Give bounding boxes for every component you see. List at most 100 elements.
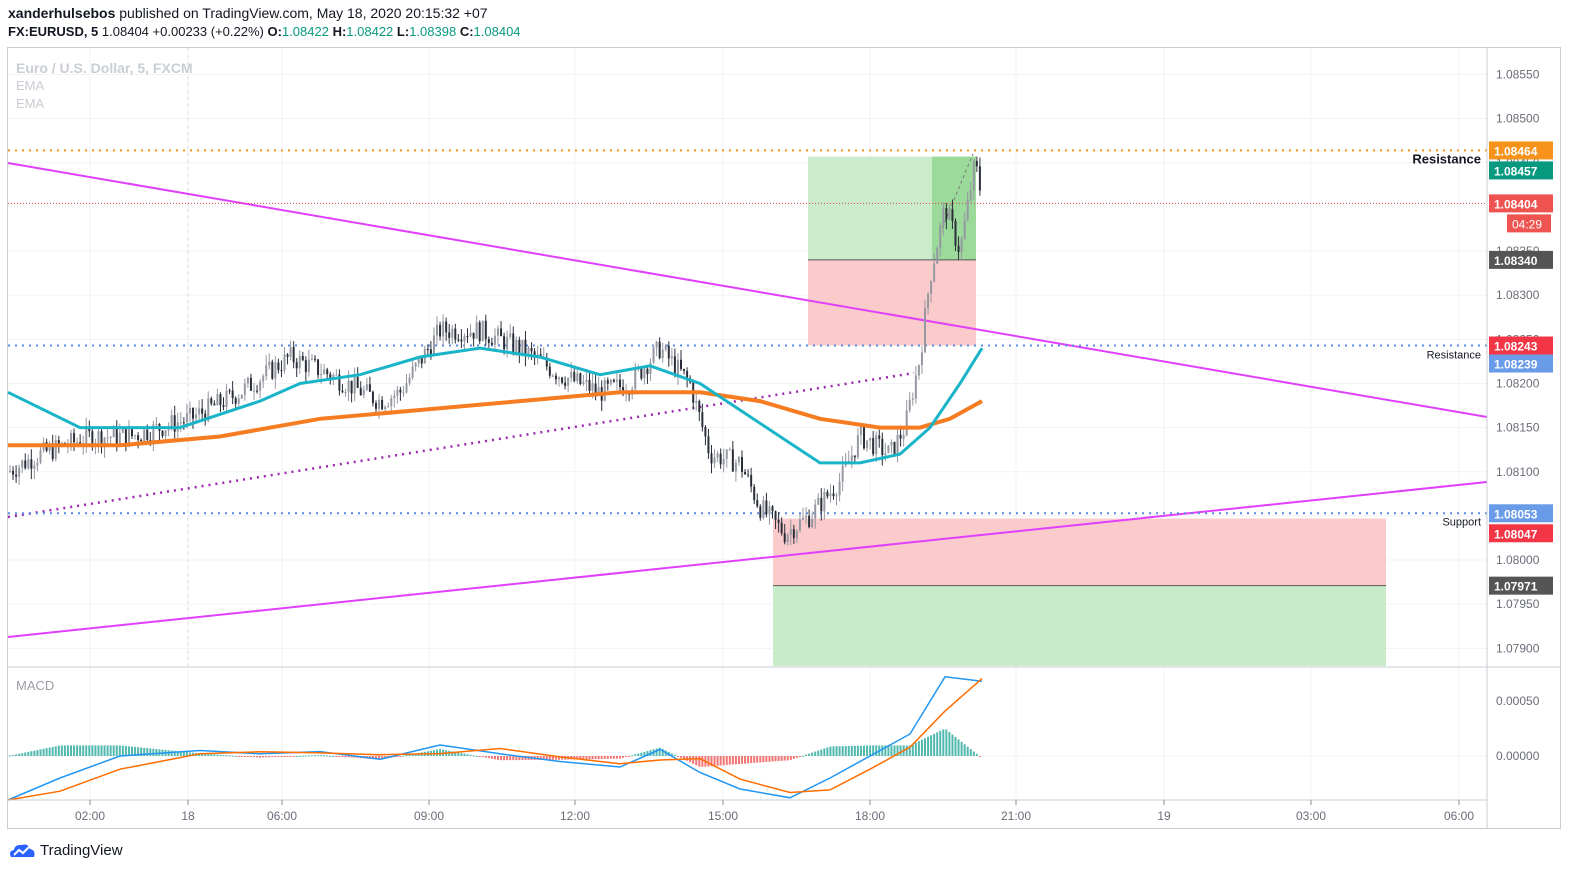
trendlines [7,162,1488,638]
macd-histogram-bar [975,753,978,756]
candle-body [320,374,323,376]
macd-histogram-bar [969,749,972,756]
candle-body [640,367,643,379]
macd-histogram-bar [457,752,460,756]
macd-histogram-bar [783,756,786,761]
macd-histogram-bar [332,755,335,757]
candle-body [106,437,109,439]
price-label: 1.08053 [1494,507,1538,521]
macd-histogram-bar [789,756,792,760]
macd-histogram-bar [744,756,747,764]
macd-histogram-bar [286,756,289,757]
candle-body [140,440,143,442]
candle-body [786,534,789,543]
macd-histogram-bar [121,745,124,756]
candle-body [97,431,100,443]
macd-histogram-bar [942,729,945,756]
macd-histogram-bar [134,746,137,756]
candle-body [924,308,926,353]
candle-body [802,517,804,520]
candle-body [88,427,91,432]
candle-body [789,529,792,535]
x-tick-label: 02:00 [75,809,105,823]
candle-body [808,515,811,527]
candle-body [329,374,332,380]
macd-histogram-bar [893,745,896,756]
candle-body [12,470,15,475]
macd-histogram-bar [307,755,310,757]
candle-body [249,377,252,391]
macd-histogram-bar [155,749,158,756]
candle-body [875,435,878,455]
macd-histogram-bar [716,756,719,766]
candle-body [112,427,115,438]
price-label: 1.08047 [1494,527,1538,541]
candle-body [234,398,237,404]
macd-histogram-bar [859,745,862,756]
macd-histogram-bar [875,745,878,756]
candle-body [615,379,618,382]
macd-histogram-bar [289,756,292,757]
candle-body [524,339,527,356]
macd-histogram-bar [185,752,188,756]
macd-histogram-bar [152,748,155,756]
candle-body [911,398,914,400]
macd-histogram-bar [847,746,850,756]
macd-histogram-bar [747,756,750,764]
candle-body [103,437,106,448]
y-tick-label: 1.07950 [1496,597,1540,611]
tradingview-logo[interactable]: TradingView [8,841,123,859]
macd-histogram-bar [914,742,917,756]
open-label: O: [267,24,282,39]
candle-body [286,354,289,357]
candle-body [21,460,24,468]
macd-histogram-bar [85,745,88,756]
candle-body [500,328,503,337]
candle-body [91,431,94,447]
candle-body [9,470,11,472]
stop-loss-zone-2 [773,518,1386,586]
candle-body [771,506,774,512]
macd-histogram-bar [399,756,402,757]
candle-body [118,432,121,445]
x-tick-label: 15:00 [708,809,738,823]
candle-body [497,328,499,336]
macd-histogram-bar [899,745,902,756]
candle-body [228,390,231,392]
macd-histogram-bar [320,755,323,757]
macd-signal-line [7,678,983,801]
candle-body [960,238,963,253]
macd-histogram-bar [734,756,737,765]
candle-body [567,378,570,386]
candle-body [530,348,533,352]
candle-body [216,394,219,406]
candle-body [134,435,137,437]
macd-histogram-bar [920,739,923,756]
macd-histogram-bar [182,751,185,756]
candle-body [664,345,667,350]
macd-histogram-bar [890,745,893,756]
candle-body [548,366,551,376]
macd-histogram-bar [768,756,771,762]
macd-histogram-bar [24,752,27,756]
macd-histogram-bar [39,749,42,756]
macd-histogram-bar [277,756,280,757]
candle-body [481,320,484,342]
macd-histogram-bar [655,748,658,756]
y-tick-label: 1.07900 [1496,641,1540,655]
macd-histogram-bar [631,755,634,757]
candle-body [436,324,438,336]
y-tick-label: 1.08150 [1496,421,1540,435]
macd-histogram-bar [707,756,710,767]
macd-histogram-bar [304,755,307,757]
last-price: 1.08404 [101,24,149,39]
macd-histogram-bar [924,738,926,756]
candle-body [506,336,509,350]
macd-histogram-bar [542,756,545,760]
macd-line [7,675,983,801]
candle-body [353,376,356,394]
author-name[interactable]: xanderhulsebos [8,5,116,21]
macd-histogram-bar [353,756,356,758]
macd-histogram-bar [823,748,826,756]
